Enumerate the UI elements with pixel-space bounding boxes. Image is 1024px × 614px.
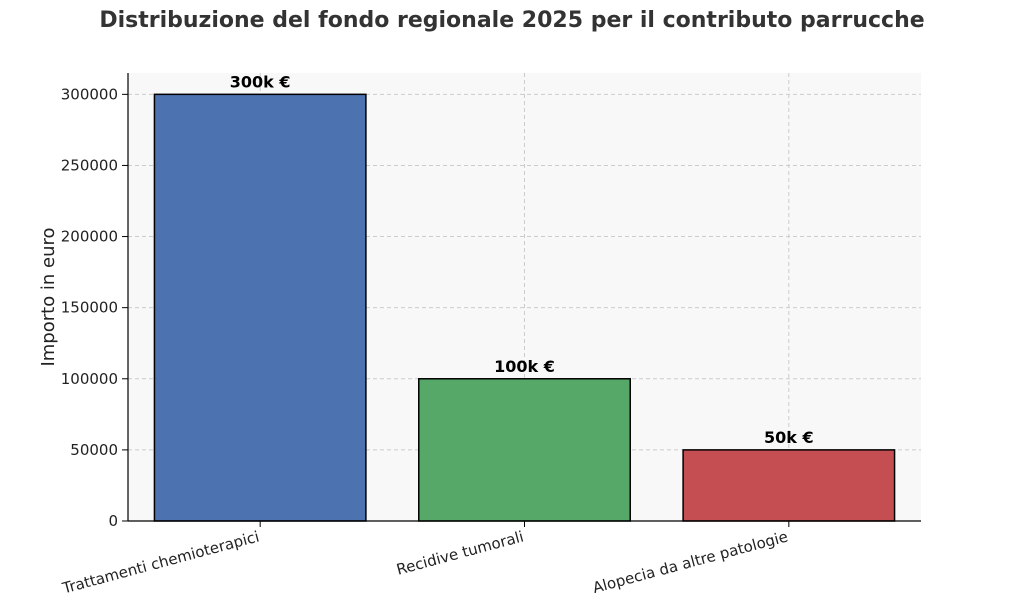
data-labels: 300k € 100k € 50k € (230, 72, 814, 447)
bar-value-label: 100k € (494, 357, 555, 376)
bars (153, 93, 896, 522)
y-tick-label: 200000 (61, 228, 118, 246)
bar (682, 449, 896, 522)
y-tick-label: 150000 (61, 299, 118, 317)
x-tick-label: Alopecia da altre patologie (591, 527, 790, 596)
y-tick-label: 50000 (70, 441, 118, 459)
x-axis-ticks: Trattamenti chemioterapici Recidive tumor… (60, 521, 790, 598)
bar-value-label: 50k € (764, 428, 814, 447)
chart-title: Distribuzione del fondo regionale 2025 p… (99, 8, 925, 33)
y-axis-title: Importo in euro (38, 227, 59, 366)
bar (418, 378, 631, 522)
y-tick-label: 0 (108, 512, 118, 530)
bar-value-label: 300k € (230, 72, 291, 91)
x-tick-label: Trattamenti chemioterapici (60, 527, 262, 597)
y-tick-label: 300000 (61, 85, 118, 103)
y-tick-label: 250000 (61, 156, 118, 174)
y-axis-ticks: 0 50000 100000 150000 200000 250000 300000 (61, 85, 128, 530)
bar (153, 93, 367, 522)
x-tick-label: Recidive tumorali (395, 527, 526, 578)
y-tick-label: 100000 (61, 370, 118, 388)
